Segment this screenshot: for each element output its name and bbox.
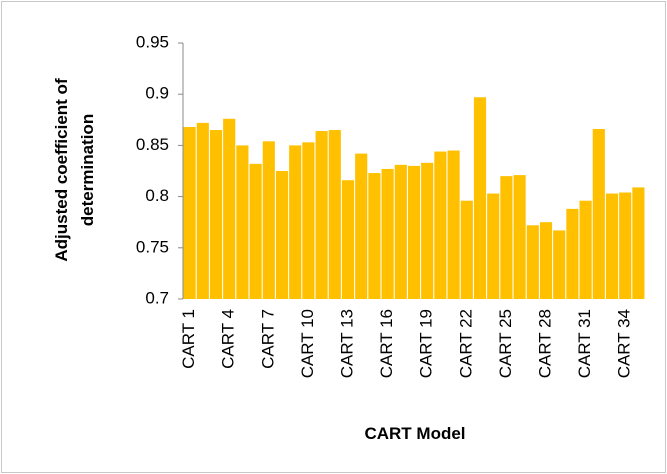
bar	[341, 180, 355, 299]
x-tick-label: CART 22	[456, 309, 475, 378]
x-tick-label: CART 1	[179, 309, 198, 369]
bar	[275, 171, 289, 299]
bar	[605, 193, 619, 299]
bar	[421, 162, 434, 299]
y-tick-label: 0.95	[136, 32, 169, 51]
y-tick-label: 0.75	[136, 237, 169, 256]
x-tick-label: CART 28	[535, 309, 554, 378]
bar	[236, 145, 249, 299]
bar	[579, 200, 592, 299]
y-tick-label: 0.9	[145, 84, 169, 103]
y-tick-label: 0.7	[145, 288, 169, 307]
bar	[368, 173, 381, 299]
bar	[447, 150, 460, 299]
bar	[407, 165, 421, 299]
bar	[262, 141, 275, 299]
x-tick-label: CART 16	[377, 309, 396, 378]
bar	[289, 145, 302, 299]
x-tick-label: CART 34	[615, 309, 634, 378]
bar	[632, 187, 645, 299]
bar	[209, 130, 223, 299]
bar	[487, 193, 500, 299]
x-tick-label: CART 10	[298, 309, 317, 378]
x-tick-label: CART 7	[258, 309, 277, 369]
bar	[328, 130, 341, 299]
bar	[302, 142, 315, 299]
x-axis-title: CART Model	[364, 424, 465, 443]
bar	[619, 192, 632, 299]
bar	[566, 208, 579, 299]
x-tick-label: CART 25	[496, 309, 515, 378]
bar	[183, 126, 196, 299]
y-tick-label: 0.85	[136, 135, 169, 154]
x-tick-label: CART 13	[337, 309, 356, 378]
bar	[355, 153, 368, 299]
y-axis-title: Adjusted coefficient of determination	[52, 78, 97, 262]
bar	[394, 164, 407, 299]
bar	[223, 118, 236, 299]
bar	[592, 129, 605, 299]
bar	[381, 168, 394, 299]
y-tick-label: 0.8	[145, 186, 169, 205]
bar	[513, 175, 526, 299]
bar	[526, 225, 539, 299]
bar	[315, 131, 328, 299]
x-tick-label: CART 31	[575, 309, 594, 378]
bar	[473, 97, 487, 299]
bar	[500, 176, 513, 299]
bar	[249, 163, 262, 299]
bar	[460, 200, 473, 299]
bar	[539, 222, 553, 299]
x-tick-label: CART 19	[417, 309, 436, 378]
bar	[196, 122, 209, 299]
x-tick-label: CART 4	[219, 309, 238, 369]
bar	[553, 230, 566, 299]
bar	[434, 151, 447, 299]
